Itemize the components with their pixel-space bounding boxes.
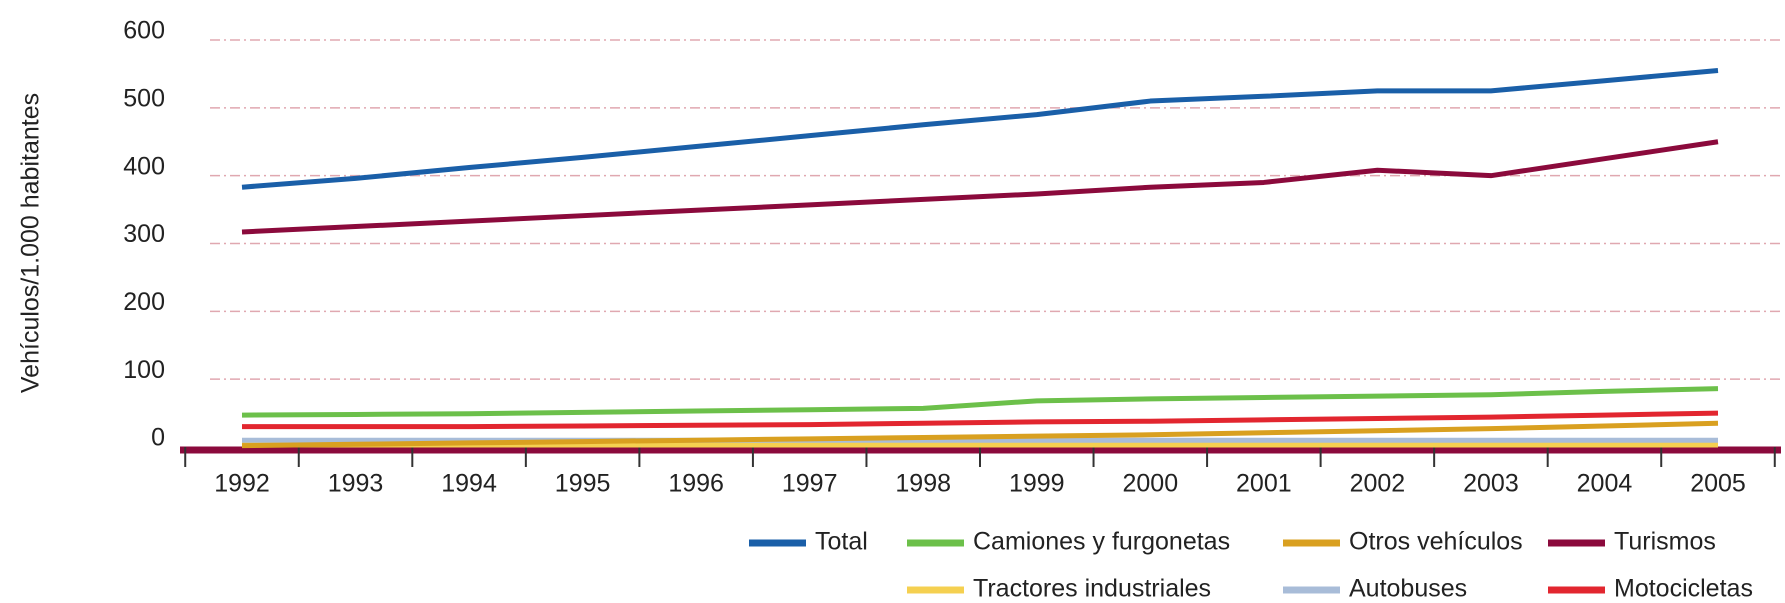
y-axis-label: Vehículos/1.000 habitantes xyxy=(17,93,45,393)
x-tick-label: 2005 xyxy=(1690,470,1746,498)
y-tick-label: 500 xyxy=(123,84,165,112)
x-tick-label: 2002 xyxy=(1350,470,1406,498)
x-tick-label: 1995 xyxy=(555,470,611,498)
y-tick-label: 100 xyxy=(123,356,165,384)
y-tick-label: 300 xyxy=(123,220,165,248)
x-tick-label: 1998 xyxy=(895,470,951,498)
series-line xyxy=(242,410,1719,430)
legend-label: Turismos xyxy=(1614,528,1716,556)
y-tick-label: 200 xyxy=(123,288,165,316)
x-tick-label: 1999 xyxy=(1009,470,1065,498)
series-line xyxy=(241,386,1719,418)
legend-label: Tractores industriales xyxy=(973,575,1211,603)
x-tick-label: 2000 xyxy=(1122,470,1178,498)
legend-label: Camiones y furgonetas xyxy=(973,528,1230,556)
x-tick-label: 1994 xyxy=(441,470,497,498)
legend-label: Autobuses xyxy=(1349,575,1467,603)
series-line xyxy=(241,68,1719,190)
x-tick-label: 1997 xyxy=(782,470,838,498)
x-tick-label: 2004 xyxy=(1577,470,1633,498)
x-tick-label: 2003 xyxy=(1463,470,1519,498)
x-tick-label: 2001 xyxy=(1236,470,1292,498)
x-tick-label: 1993 xyxy=(328,470,384,498)
x-tick-label: 1996 xyxy=(668,470,724,498)
series-line xyxy=(241,420,1719,449)
legend-label: Motocicletas xyxy=(1614,575,1753,603)
legend-label: Otros vehículos xyxy=(1349,528,1523,556)
legend-label: Total xyxy=(815,528,868,556)
x-tick-label: 1992 xyxy=(214,470,270,498)
y-tick-label: 400 xyxy=(123,152,165,180)
y-tick-label: 600 xyxy=(123,17,165,45)
y-tick-label: 0 xyxy=(151,424,165,452)
series-line xyxy=(241,139,1719,235)
